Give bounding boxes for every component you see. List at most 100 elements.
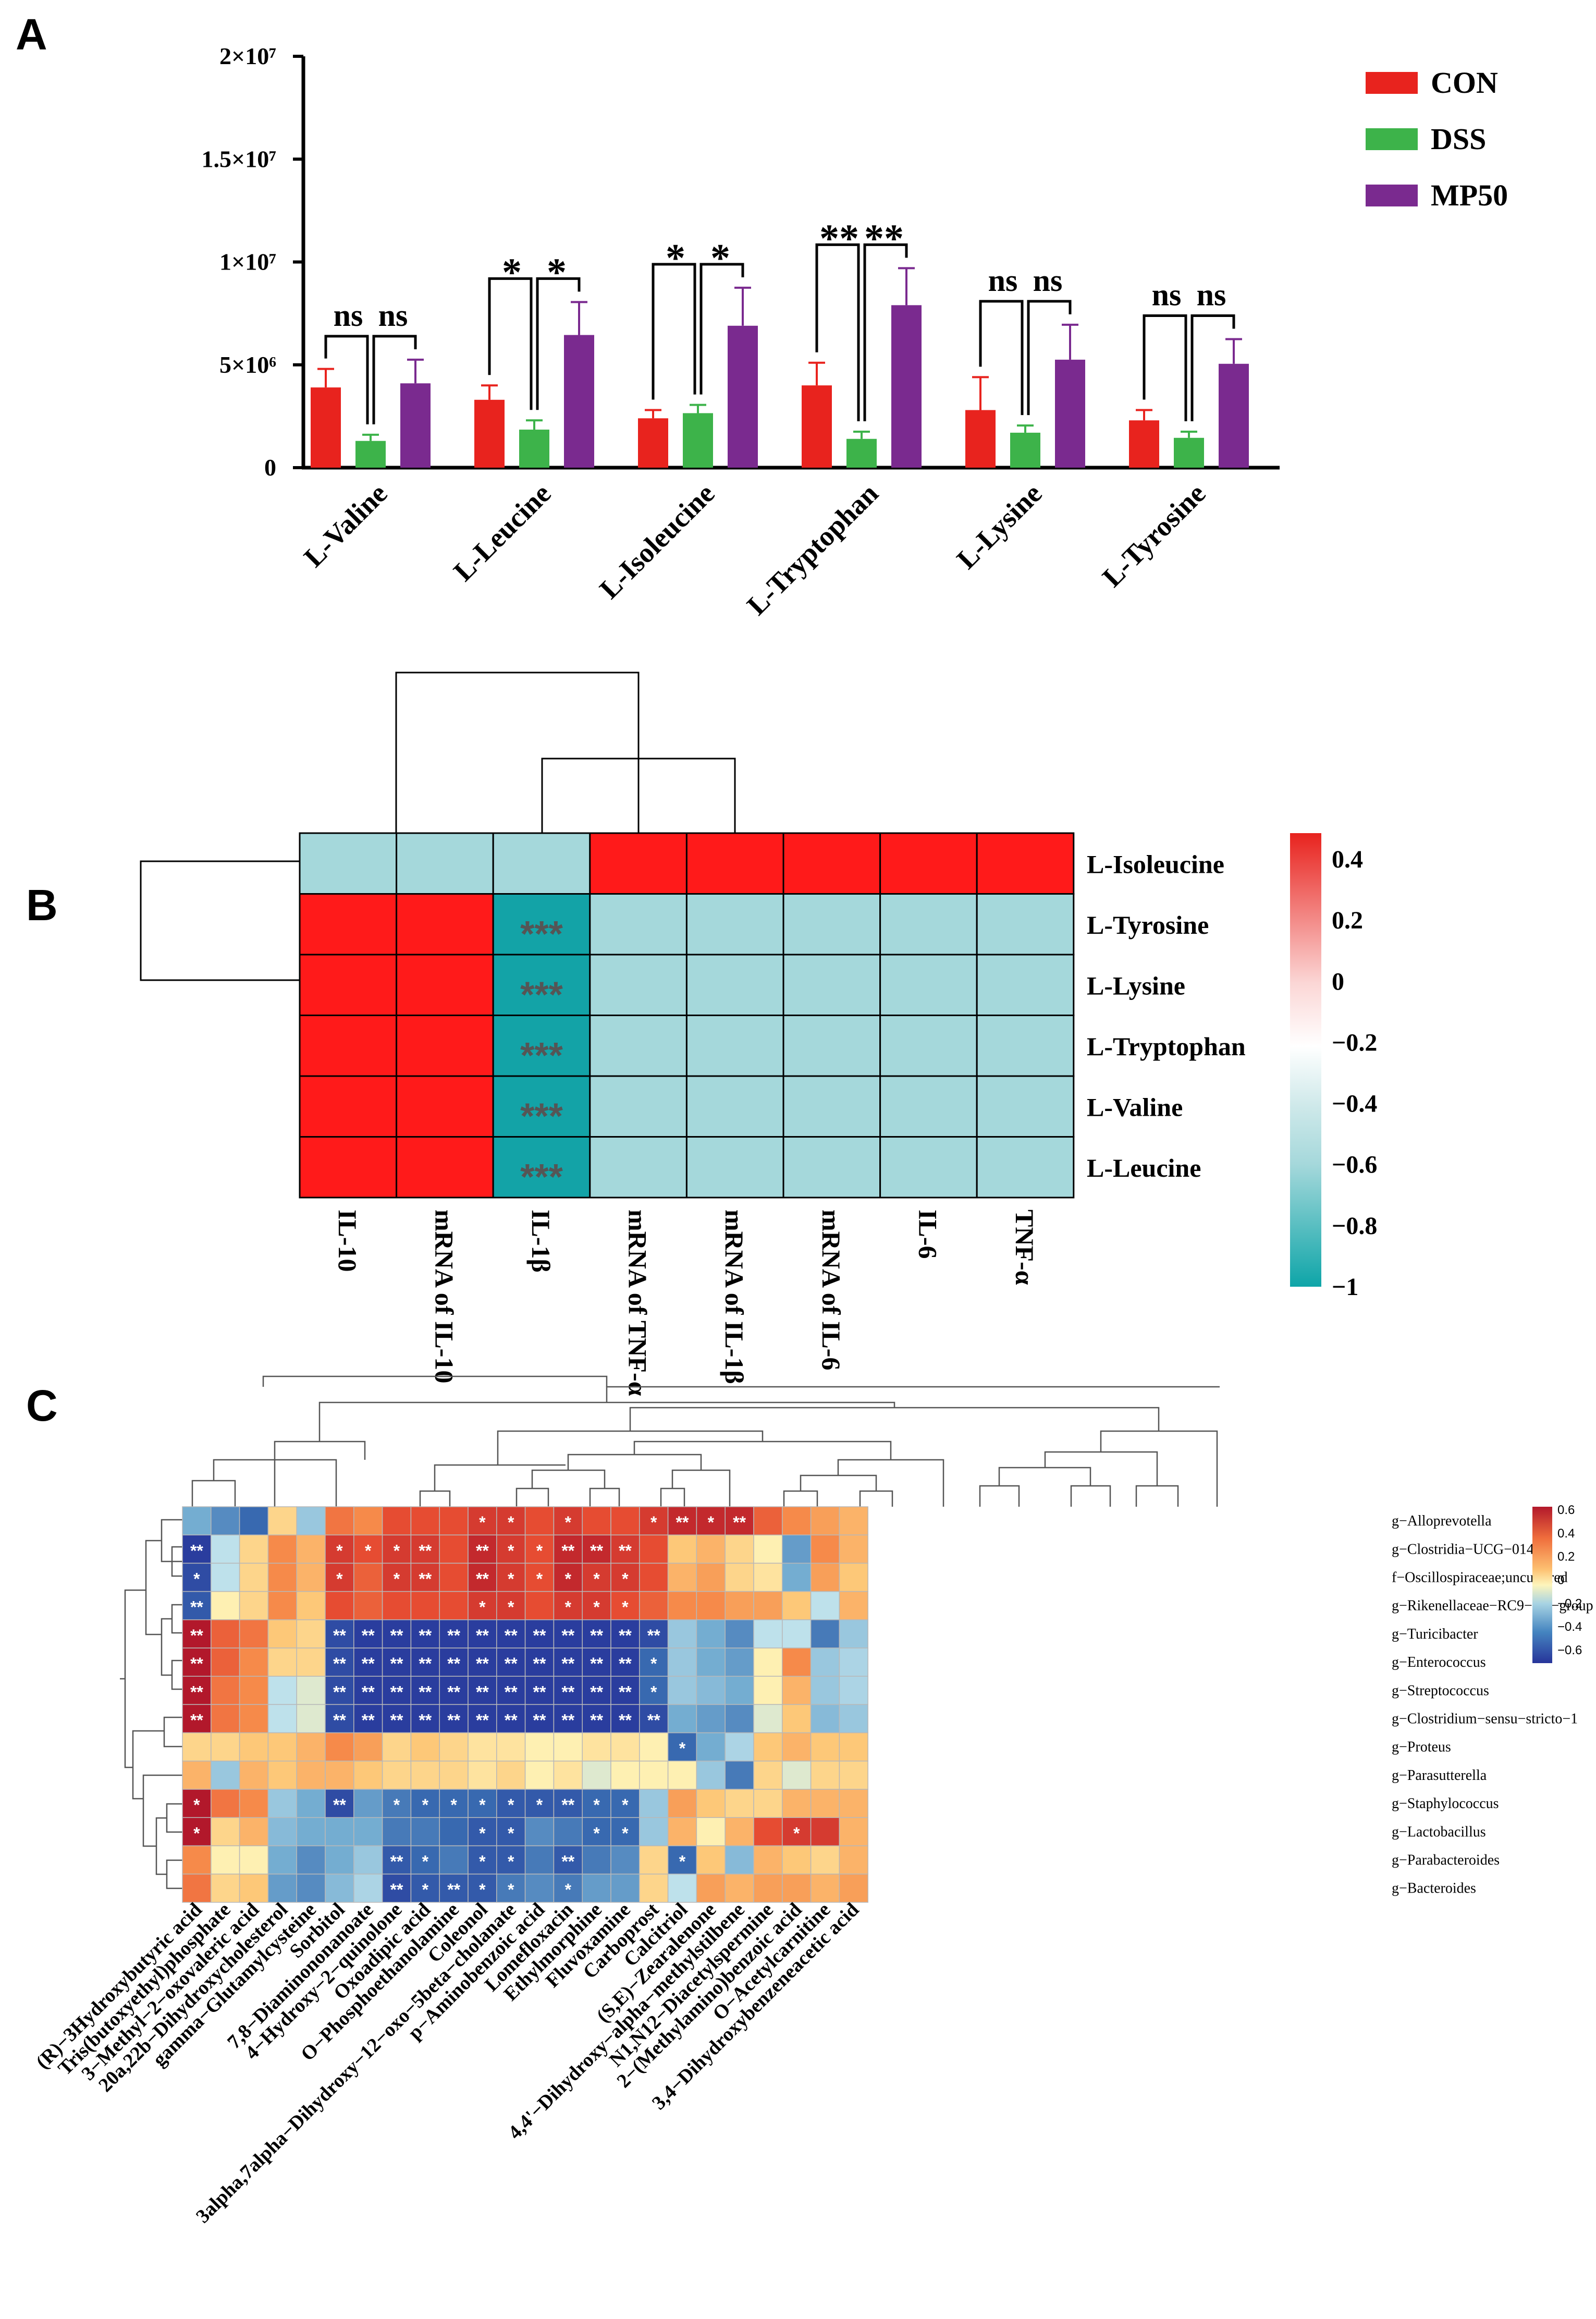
heatmap-cell [725, 1647, 754, 1677]
heatmap-cell [667, 1873, 697, 1903]
significance-stars: * [336, 1541, 343, 1560]
significance-stars: ** [561, 1711, 574, 1730]
colorbar-tick-label: 0.2 [1557, 1550, 1575, 1564]
significance-stars: ** [590, 1654, 603, 1673]
heatmap-cell [582, 1732, 611, 1762]
bar-dss [1010, 432, 1040, 468]
heatmap-cell [410, 1506, 440, 1535]
heatmap-cell [976, 954, 1075, 1016]
heatmap-cell [639, 1676, 669, 1705]
significance-stars: * [394, 1796, 400, 1814]
row-label: g−Parabacteroides [1392, 1852, 1500, 1869]
y-tick-label: 0 [264, 454, 276, 481]
heatmap-cell [839, 1817, 868, 1847]
heatmap-cell [496, 1873, 526, 1903]
significance-stars: *** [520, 974, 563, 1015]
heatmap-cell [639, 1845, 669, 1875]
heatmap-cell [382, 1873, 412, 1903]
heatmap-cell [524, 1506, 555, 1535]
significance-stars: * [422, 1881, 429, 1899]
heatmap-cell [410, 1873, 440, 1903]
colorbar-tick-label: 0.4 [1557, 1527, 1575, 1541]
heatmap-cell [211, 1619, 240, 1649]
heatmap-cell [589, 1015, 687, 1077]
heatmap-cell [810, 1732, 840, 1762]
heatmap-cell [182, 1817, 212, 1847]
heatmap-cell [725, 1789, 754, 1818]
significance-stars: ** [419, 1541, 432, 1560]
heatmap-cell [610, 1591, 640, 1620]
heatmap-cell [976, 832, 1075, 895]
significance-stars: * [536, 1541, 543, 1560]
heatmap-cell [211, 1506, 240, 1535]
significance-stars: * [422, 1852, 429, 1871]
heatmap-cell [492, 832, 591, 895]
heatmap-cell [696, 1732, 726, 1762]
heatmap-cell [610, 1761, 640, 1790]
heatmap-cell [553, 1817, 583, 1847]
heatmap-cell [211, 1761, 240, 1790]
x-category-label: L-Tyrosine [1096, 478, 1211, 593]
heatmap-cell [396, 1075, 494, 1138]
significance-stars: ** [447, 1682, 460, 1701]
colorbar-tick-label: −1 [1332, 1273, 1358, 1301]
heatmap-cell [524, 1676, 555, 1705]
significance-stars: ** [419, 1570, 432, 1589]
heatmap-cell [439, 1591, 469, 1620]
heatmap-cell [782, 1619, 812, 1649]
heatmap-cell [439, 1704, 469, 1734]
heatmap-cell [410, 1534, 440, 1564]
significance-bracket [324, 335, 369, 424]
significance-stars: ** [647, 1626, 660, 1645]
significance-stars: ** [619, 1626, 632, 1645]
heatmap-cell [782, 1676, 812, 1705]
column-label: TNF-α [1010, 1210, 1039, 1285]
heatmap-cell [976, 1136, 1075, 1199]
significance-stars: ** [561, 1541, 574, 1560]
heatmap-cell [839, 1676, 868, 1705]
heatmap-cell [211, 1789, 240, 1818]
heatmap-cell [725, 1704, 754, 1734]
heatmap-cell [496, 1704, 526, 1734]
heatmap-cell [639, 1563, 669, 1592]
heatmap-cell [496, 1845, 526, 1875]
legend-label: DSS [1431, 122, 1486, 156]
heatmap-cell [439, 1534, 469, 1564]
heatmap-cell [696, 1676, 726, 1705]
heatmap-cell [725, 1845, 754, 1875]
heatmap-cell [839, 1647, 868, 1677]
significance-label: * [666, 236, 685, 280]
heatmap-cell [839, 1761, 868, 1790]
heatmap-cell [182, 1676, 212, 1705]
row-label: g−Parasutterella [1392, 1767, 1487, 1784]
colorbar-c [1532, 1507, 1552, 1663]
significance-bracket [1190, 314, 1235, 421]
colorbar-tick-label: −0.2 [1332, 1029, 1377, 1056]
heatmap-cell [810, 1761, 840, 1790]
significance-stars: ** [190, 1682, 203, 1701]
significance-stars: ** [533, 1711, 546, 1730]
heatmap-cell [553, 1619, 583, 1649]
row-label: g−Turicibacter [1392, 1626, 1478, 1642]
heatmap-cell [296, 1676, 326, 1705]
heatmap-cell [610, 1506, 640, 1535]
heatmap-cell [299, 1136, 398, 1199]
heatmap-cell [439, 1761, 469, 1790]
column-dendrogram [395, 672, 736, 834]
significance-stars: ** [390, 1881, 403, 1899]
significance-stars: * [422, 1796, 429, 1814]
bar-con [638, 418, 668, 468]
significance-stars: ** [419, 1654, 432, 1673]
heatmap-cell [239, 1817, 269, 1847]
x-category-label: L-Isoleucine [594, 478, 721, 605]
heatmap-cell [382, 1704, 412, 1734]
row-label: g−Streptococcus [1392, 1682, 1489, 1699]
significance-stars: * [593, 1824, 600, 1842]
heatmap-cell [382, 1647, 412, 1677]
heatmap-cell [353, 1676, 383, 1705]
heatmap-cell [753, 1789, 783, 1818]
row-label: L-Isoleucine [1087, 849, 1224, 878]
legend-label: CON [1431, 66, 1498, 100]
row-label: g−Alloprevotella [1392, 1513, 1492, 1529]
legend-swatch-mp50 [1366, 185, 1418, 206]
